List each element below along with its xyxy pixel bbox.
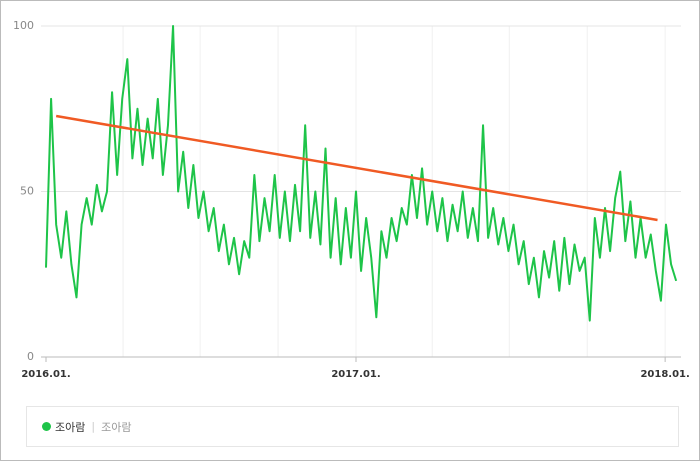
legend-separator: | [91, 420, 96, 433]
chart: 0 50 100 2016.01. 2017.01. 2018.01. [13, 19, 690, 380]
legend-dot [42, 422, 51, 431]
legend-keywords: 조아람 [101, 420, 132, 434]
y-tick-label: 50 [20, 185, 34, 198]
data-line [45, 25, 678, 322]
y-tick-label: 100 [13, 19, 34, 32]
x-tick-label: 2017.01. [331, 369, 380, 380]
x-tick-label: 2018.01. [640, 369, 689, 380]
trend-line [55, 114, 658, 222]
y-tick-label: 0 [27, 350, 34, 363]
x-tick-label: 2016.01. [21, 369, 70, 380]
legend-label[interactable]: 조아람 [55, 420, 86, 434]
legend: 조아람 | 조아람 [26, 406, 679, 447]
